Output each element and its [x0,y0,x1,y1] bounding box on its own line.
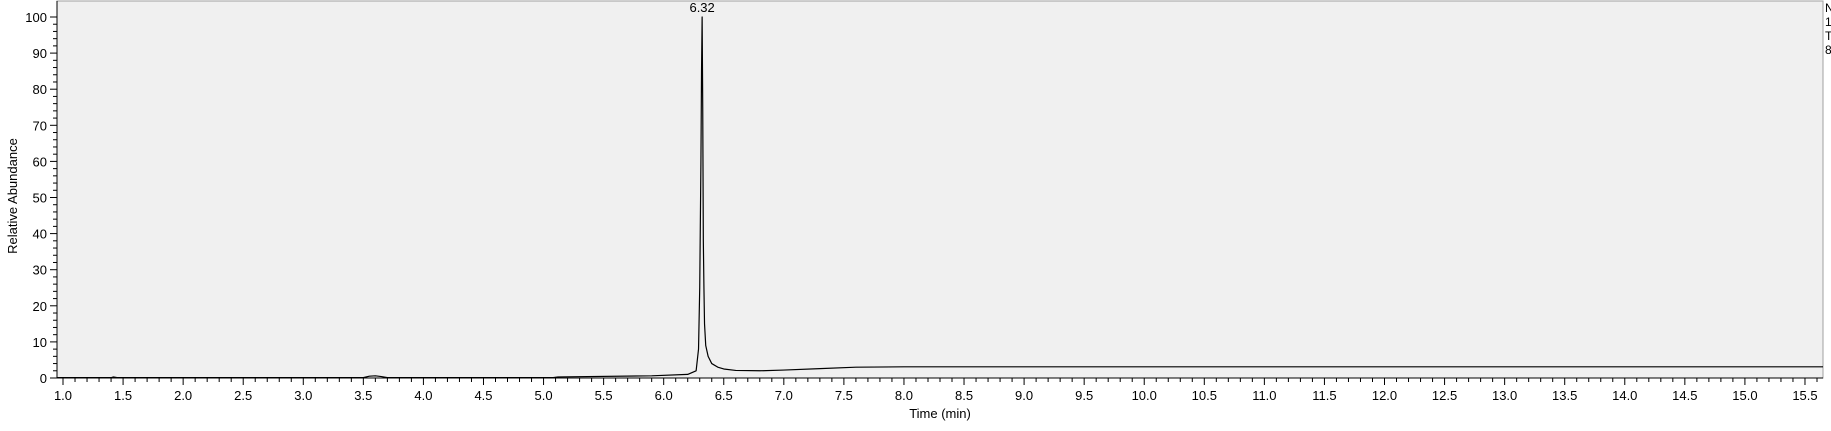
x-tick-label-25: 13.5 [1552,388,1577,403]
peak-label: 6.32 [689,0,714,15]
y-tick-label-0: 0 [40,371,47,386]
tick-labels-layer: 1.0 1.5 2.0 2.5 3.0 3.5 4.0 4.5 5.0 5.5 6.0 6.5 7.0 7… [25,10,1817,403]
x-tick-label-29: 15.5 [1792,388,1817,403]
x-tick-label-24: 13.0 [1492,388,1517,403]
x-tick-label-4: 3.0 [294,388,312,403]
x-tick-label-10: 6.0 [655,388,673,403]
x-tick-label-3: 2.5 [234,388,252,403]
corner-text-2: T [1825,29,1831,43]
x-tick-label-27: 14.5 [1672,388,1697,403]
x-tick-label-9: 5.5 [595,388,613,403]
x-tick-label-8: 5.0 [535,388,553,403]
ticks-layer [50,16,1818,385]
corner-text-3: 8 [1825,43,1831,57]
x-axis-title: Time (min) [909,406,971,421]
y-tick-label-4: 40 [33,227,47,242]
x-tick-label-7: 4.5 [474,388,492,403]
x-tick-label-6: 4.0 [414,388,432,403]
x-tick-label-15: 8.5 [955,388,973,403]
x-tick-label-20: 11.0 [1252,388,1276,403]
x-tick-label-1: 1.5 [114,388,132,403]
y-tick-label-9: 90 [33,46,47,61]
x-tick-label-19: 10.5 [1192,388,1217,403]
x-tick-label-26: 14.0 [1612,388,1637,403]
corner-text-1: 1 [1825,15,1831,29]
y-tick-label-1: 10 [33,335,47,350]
y-tick-label-6: 60 [33,154,47,169]
x-tick-label-12: 7.0 [775,388,793,403]
x-tick-label-11: 6.5 [715,388,733,403]
x-tick-label-18: 10.0 [1132,388,1157,403]
x-tick-label-13: 7.5 [835,388,853,403]
x-tick-label-23: 12.5 [1432,388,1457,403]
x-tick-label-28: 15.0 [1732,388,1757,403]
y-tick-label-5: 50 [33,191,47,206]
corner-text-0: N [1825,1,1831,15]
x-tick-label-14: 8.0 [895,388,913,403]
x-tick-label-21: 11.5 [1312,388,1336,403]
y-tick-label-8: 80 [33,82,47,97]
y-axis-title: Relative Abundance [5,138,20,254]
chromatogram-trace [57,16,1823,379]
y-tick-label-2: 20 [33,299,47,314]
x-tick-label-2: 2.0 [174,388,192,403]
x-tick-label-22: 12.0 [1372,388,1397,403]
y-tick-label-10: 100 [25,10,47,25]
x-tick-label-17: 9.5 [1075,388,1093,403]
y-tick-label-3: 30 [33,263,47,278]
x-tick-label-5: 3.5 [354,388,372,403]
plot-area [56,0,1824,379]
x-tick-label-16: 9.0 [1015,388,1033,403]
x-tick-label-0: 1.0 [54,388,72,403]
y-tick-label-7: 70 [33,118,47,133]
